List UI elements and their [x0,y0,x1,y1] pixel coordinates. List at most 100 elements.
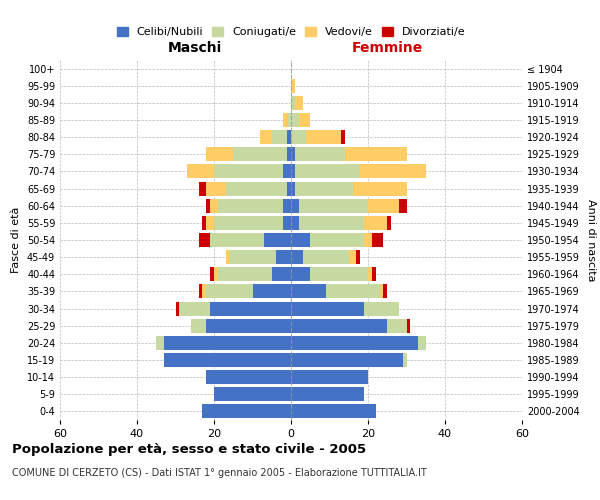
Bar [210,302,291,316]
Bar [206,148,233,162]
Bar [291,113,299,127]
Bar [356,250,360,264]
Bar [275,250,291,264]
Bar [364,233,372,247]
Bar [202,404,291,418]
Bar [210,268,214,281]
Bar [291,148,295,162]
Bar [187,164,214,178]
Bar [206,284,253,298]
Bar [226,182,287,196]
Bar [233,148,287,162]
Bar [283,198,291,212]
Bar [226,250,229,264]
Bar [199,284,202,298]
Bar [295,164,360,178]
Bar [364,216,387,230]
Bar [206,182,226,196]
Bar [218,198,283,212]
Text: Popolazione per età, sesso e stato civile - 2005: Popolazione per età, sesso e stato civil… [12,442,366,456]
Bar [372,233,383,247]
Bar [418,336,426,350]
Text: Maschi: Maschi [167,41,222,55]
Bar [403,353,407,367]
Bar [199,182,206,196]
Bar [253,284,291,298]
Y-axis label: Anni di nascita: Anni di nascita [586,198,596,281]
Bar [206,198,210,212]
Bar [206,216,214,230]
Bar [206,318,291,332]
Bar [291,302,364,316]
Bar [202,216,206,230]
Bar [214,388,291,402]
Bar [291,233,310,247]
Bar [291,216,299,230]
Bar [326,284,380,298]
Bar [299,216,364,230]
Legend: Celibi/Nubili, Coniugati/e, Vedovi/e, Divorziati/e: Celibi/Nubili, Coniugati/e, Vedovi/e, Di… [112,22,470,42]
Bar [287,148,291,162]
Bar [368,268,372,281]
Bar [291,164,295,178]
Bar [399,198,407,212]
Bar [291,130,307,144]
Bar [176,302,179,316]
Bar [287,130,291,144]
Bar [380,284,383,298]
Bar [287,182,291,196]
Bar [199,233,210,247]
Bar [272,268,291,281]
Bar [291,336,418,350]
Bar [295,96,302,110]
Bar [299,113,310,127]
Bar [156,336,164,350]
Bar [291,353,403,367]
Bar [295,148,345,162]
Bar [299,198,368,212]
Bar [291,78,295,92]
Bar [210,198,218,212]
Text: Femmine: Femmine [352,41,423,55]
Bar [210,233,264,247]
Bar [360,164,426,178]
Bar [291,370,368,384]
Bar [264,233,291,247]
Bar [218,268,272,281]
Bar [214,216,283,230]
Bar [229,250,275,264]
Bar [364,302,399,316]
Bar [349,250,356,264]
Bar [291,182,295,196]
Bar [283,113,287,127]
Bar [291,388,364,402]
Bar [179,302,210,316]
Bar [295,182,353,196]
Bar [272,130,287,144]
Bar [214,268,218,281]
Bar [164,353,291,367]
Bar [302,250,349,264]
Bar [206,370,291,384]
Bar [353,182,407,196]
Bar [291,404,376,418]
Bar [307,130,341,144]
Bar [310,268,368,281]
Bar [291,268,310,281]
Bar [372,268,376,281]
Bar [383,284,387,298]
Y-axis label: Fasce di età: Fasce di età [11,207,21,273]
Bar [341,130,345,144]
Bar [310,233,364,247]
Bar [283,216,291,230]
Bar [291,198,299,212]
Bar [260,130,272,144]
Bar [164,336,291,350]
Bar [387,216,391,230]
Bar [202,284,206,298]
Text: COMUNE DI CERZETO (CS) - Dati ISTAT 1° gennaio 2005 - Elaborazione TUTTITALIA.IT: COMUNE DI CERZETO (CS) - Dati ISTAT 1° g… [12,468,427,477]
Bar [291,250,302,264]
Bar [407,318,410,332]
Bar [291,284,326,298]
Bar [387,318,407,332]
